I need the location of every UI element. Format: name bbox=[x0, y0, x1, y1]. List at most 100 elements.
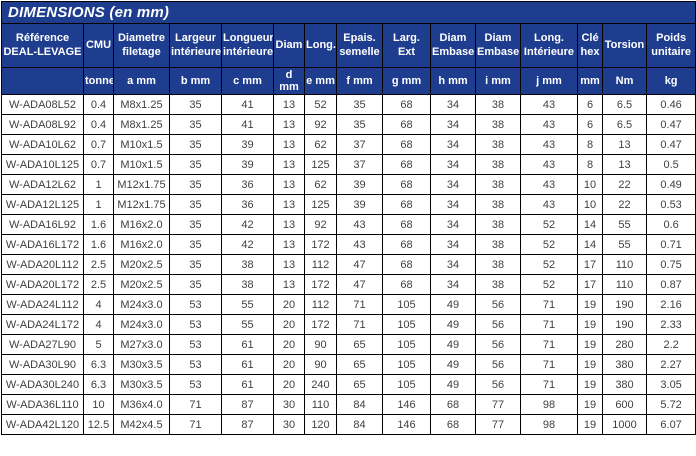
table-row: W-ADA20L172 2.5 M20x2.5 35 38 13 172 47 68 34 38 52… bbox=[1, 274, 696, 295]
value-cell: 98 bbox=[520, 394, 578, 415]
value-cell: 38 bbox=[475, 134, 521, 155]
value-cell: 380 bbox=[602, 374, 647, 395]
value-cell: 38 bbox=[475, 234, 521, 255]
value-cell: 34 bbox=[430, 134, 476, 155]
value-cell: 17 bbox=[577, 254, 603, 275]
value-cell: 35 bbox=[169, 94, 222, 115]
column-header: Clé hex bbox=[577, 23, 603, 68]
table-row: W-ADA36L110 10 M36x4.0 71 87 30 110 84 146 68 77 98… bbox=[1, 394, 696, 415]
value-cell: 13 bbox=[273, 174, 305, 195]
column-header: Larg. Ext bbox=[382, 23, 431, 68]
value-cell: 110 bbox=[602, 254, 647, 275]
value-cell: 1.6 bbox=[83, 234, 114, 255]
value-cell: 49 bbox=[430, 374, 476, 395]
value-cell: 20 bbox=[273, 294, 305, 315]
value-cell: 43 bbox=[520, 154, 578, 175]
value-cell: M16x2.0 bbox=[113, 234, 170, 255]
value-cell: 2.5 bbox=[83, 254, 114, 275]
value-cell: M12x1.75 bbox=[113, 194, 170, 215]
value-cell: 49 bbox=[430, 334, 476, 355]
unit-header-row: tonne a mm b mm c mm d mm e mm f mm g mm h mm i m… bbox=[1, 67, 696, 95]
value-cell: 68 bbox=[382, 214, 431, 235]
value-cell: 37 bbox=[336, 154, 383, 175]
value-cell: 35 bbox=[169, 274, 222, 295]
value-cell: 56 bbox=[475, 354, 521, 375]
value-cell: 35 bbox=[169, 174, 222, 195]
table-title: DIMENSIONS (en mm) bbox=[0, 1, 696, 24]
value-cell: 65 bbox=[336, 374, 383, 395]
value-cell: 65 bbox=[336, 334, 383, 355]
value-cell: M12x1.75 bbox=[113, 174, 170, 195]
value-cell: 105 bbox=[382, 354, 431, 375]
reference-cell: W-ADA12L125 bbox=[1, 194, 84, 215]
table-row: W-ADA20L112 2.5 M20x2.5 35 38 13 112 47 68 34 38 52… bbox=[1, 254, 696, 275]
reference-cell: W-ADA27L90 bbox=[1, 334, 84, 355]
value-cell: 13 bbox=[273, 94, 305, 115]
value-cell: 6.5 bbox=[602, 114, 647, 135]
value-cell: M10x1.5 bbox=[113, 154, 170, 175]
value-cell: 2.16 bbox=[645, 294, 696, 315]
value-cell: 13 bbox=[273, 114, 305, 135]
value-cell: 0.6 bbox=[645, 214, 696, 235]
column-header: Référence DEAL-LEVAGE bbox=[1, 23, 84, 68]
unit-header: d mm bbox=[273, 67, 305, 95]
value-cell: 68 bbox=[382, 154, 431, 175]
value-cell: 71 bbox=[336, 314, 383, 335]
column-header: Poids unitaire bbox=[645, 23, 696, 68]
value-cell: 5.72 bbox=[645, 394, 696, 415]
column-header: Longueur intérieure bbox=[221, 23, 274, 68]
value-cell: 19 bbox=[577, 334, 603, 355]
value-cell: 42 bbox=[221, 234, 274, 255]
value-cell: 13 bbox=[273, 194, 305, 215]
value-cell: M36x4.0 bbox=[113, 394, 170, 415]
value-cell: 42 bbox=[221, 214, 274, 235]
value-cell: 84 bbox=[336, 414, 383, 435]
value-cell: 34 bbox=[430, 274, 476, 295]
value-cell: 53 bbox=[169, 294, 222, 315]
unit-header: h mm bbox=[430, 67, 476, 95]
value-cell: 35 bbox=[169, 154, 222, 175]
value-cell: 1000 bbox=[602, 414, 647, 435]
title-row: DIMENSIONS (en mm) bbox=[0, 1, 696, 24]
unit-header: g mm bbox=[382, 67, 431, 95]
unit-header bbox=[1, 67, 84, 95]
reference-cell: W-ADA24L112 bbox=[1, 294, 84, 315]
column-header: Torsion bbox=[602, 23, 647, 68]
value-cell: 120 bbox=[304, 414, 337, 435]
value-cell: 38 bbox=[475, 254, 521, 275]
value-cell: 49 bbox=[430, 314, 476, 335]
value-cell: 1.6 bbox=[83, 214, 114, 235]
value-cell: M20x2.5 bbox=[113, 274, 170, 295]
value-cell: 56 bbox=[475, 374, 521, 395]
column-header: Largeur intérieure bbox=[169, 23, 222, 68]
value-cell: 110 bbox=[602, 274, 647, 295]
value-cell: M16x2.0 bbox=[113, 214, 170, 235]
value-cell: 13 bbox=[273, 214, 305, 235]
column-header: Diametre filetage bbox=[113, 23, 170, 68]
value-cell: 43 bbox=[520, 194, 578, 215]
table-row: W-ADA12L125 1 M12x1.75 35 36 13 125 39 68 34 38 43 1… bbox=[1, 194, 696, 215]
value-cell: 12.5 bbox=[83, 414, 114, 435]
value-cell: 90 bbox=[304, 334, 337, 355]
value-cell: 39 bbox=[336, 174, 383, 195]
value-cell: 14 bbox=[577, 234, 603, 255]
unit-header: mm bbox=[577, 67, 603, 95]
value-cell: 13 bbox=[273, 274, 305, 295]
value-cell: 13 bbox=[273, 134, 305, 155]
value-cell: 53 bbox=[169, 374, 222, 395]
table-row: W-ADA24L172 4 M24x3.0 53 55 20 172 71 105 49 56 71 1… bbox=[1, 314, 696, 335]
value-cell: 68 bbox=[382, 134, 431, 155]
value-cell: 68 bbox=[382, 174, 431, 195]
value-cell: 35 bbox=[336, 94, 383, 115]
value-cell: 92 bbox=[304, 114, 337, 135]
value-cell: 19 bbox=[577, 394, 603, 415]
value-cell: 38 bbox=[475, 154, 521, 175]
value-cell: 49 bbox=[430, 294, 476, 315]
value-cell: 68 bbox=[430, 394, 476, 415]
value-cell: 0.7 bbox=[83, 154, 114, 175]
table-row: W-ADA10L125 0.7 M10x1.5 35 39 13 125 37 68 34 38 43… bbox=[1, 154, 696, 175]
value-cell: 105 bbox=[382, 334, 431, 355]
value-cell: 6.07 bbox=[645, 414, 696, 435]
value-cell: 20 bbox=[273, 314, 305, 335]
value-cell: 62 bbox=[304, 134, 337, 155]
